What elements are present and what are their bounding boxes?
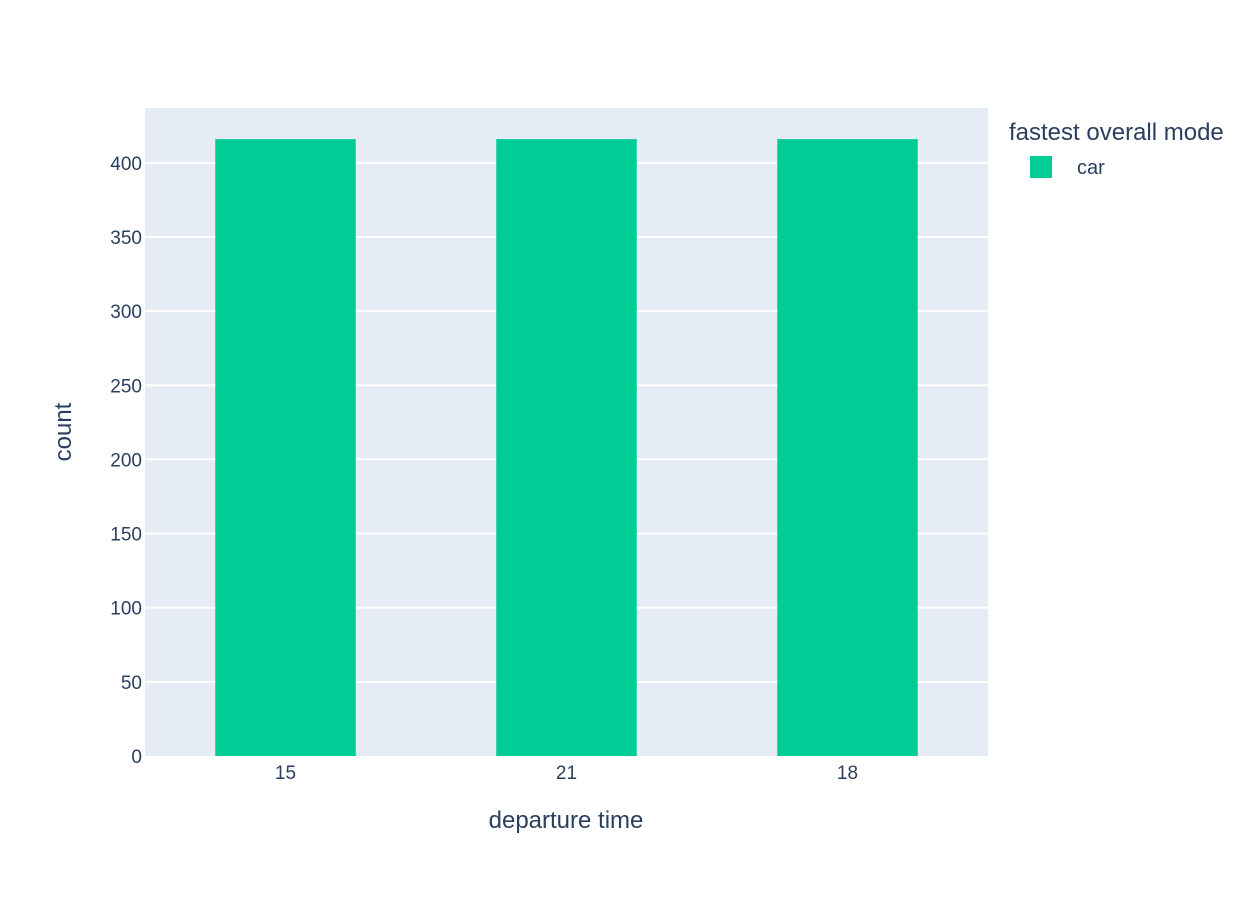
bar-21[interactable]: [496, 139, 637, 756]
y-tick-label: 350: [110, 228, 142, 249]
y-tick-label: 300: [110, 302, 142, 323]
x-tick-label: 18: [837, 763, 858, 784]
y-tick-label: 0: [131, 747, 142, 768]
bar-15[interactable]: [215, 139, 356, 756]
legend-swatch: [1030, 156, 1052, 178]
x-axis-title: departure time: [489, 807, 644, 834]
y-tick-label: 100: [110, 599, 142, 620]
bar-18[interactable]: [777, 139, 918, 756]
x-tick-label: 21: [556, 763, 577, 784]
y-tick-label: 250: [110, 376, 142, 397]
y-tick-label: 50: [121, 673, 142, 694]
y-axis-tick-labels: 0 50 100 150 200 250 300 350 400: [110, 154, 142, 768]
legend-label: car: [1077, 157, 1105, 179]
y-tick-label: 400: [110, 154, 142, 175]
legend: fastest overall mode car: [1009, 119, 1224, 179]
x-axis-tick-labels: 15 21 18: [275, 763, 858, 784]
x-tick-label: 15: [275, 763, 296, 784]
legend-item-car[interactable]: car: [1030, 156, 1105, 179]
y-tick-label: 200: [110, 450, 142, 471]
bars: [215, 139, 918, 756]
y-axis-title: count: [50, 402, 77, 461]
legend-title: fastest overall mode: [1009, 119, 1224, 146]
y-tick-label: 150: [110, 525, 142, 546]
